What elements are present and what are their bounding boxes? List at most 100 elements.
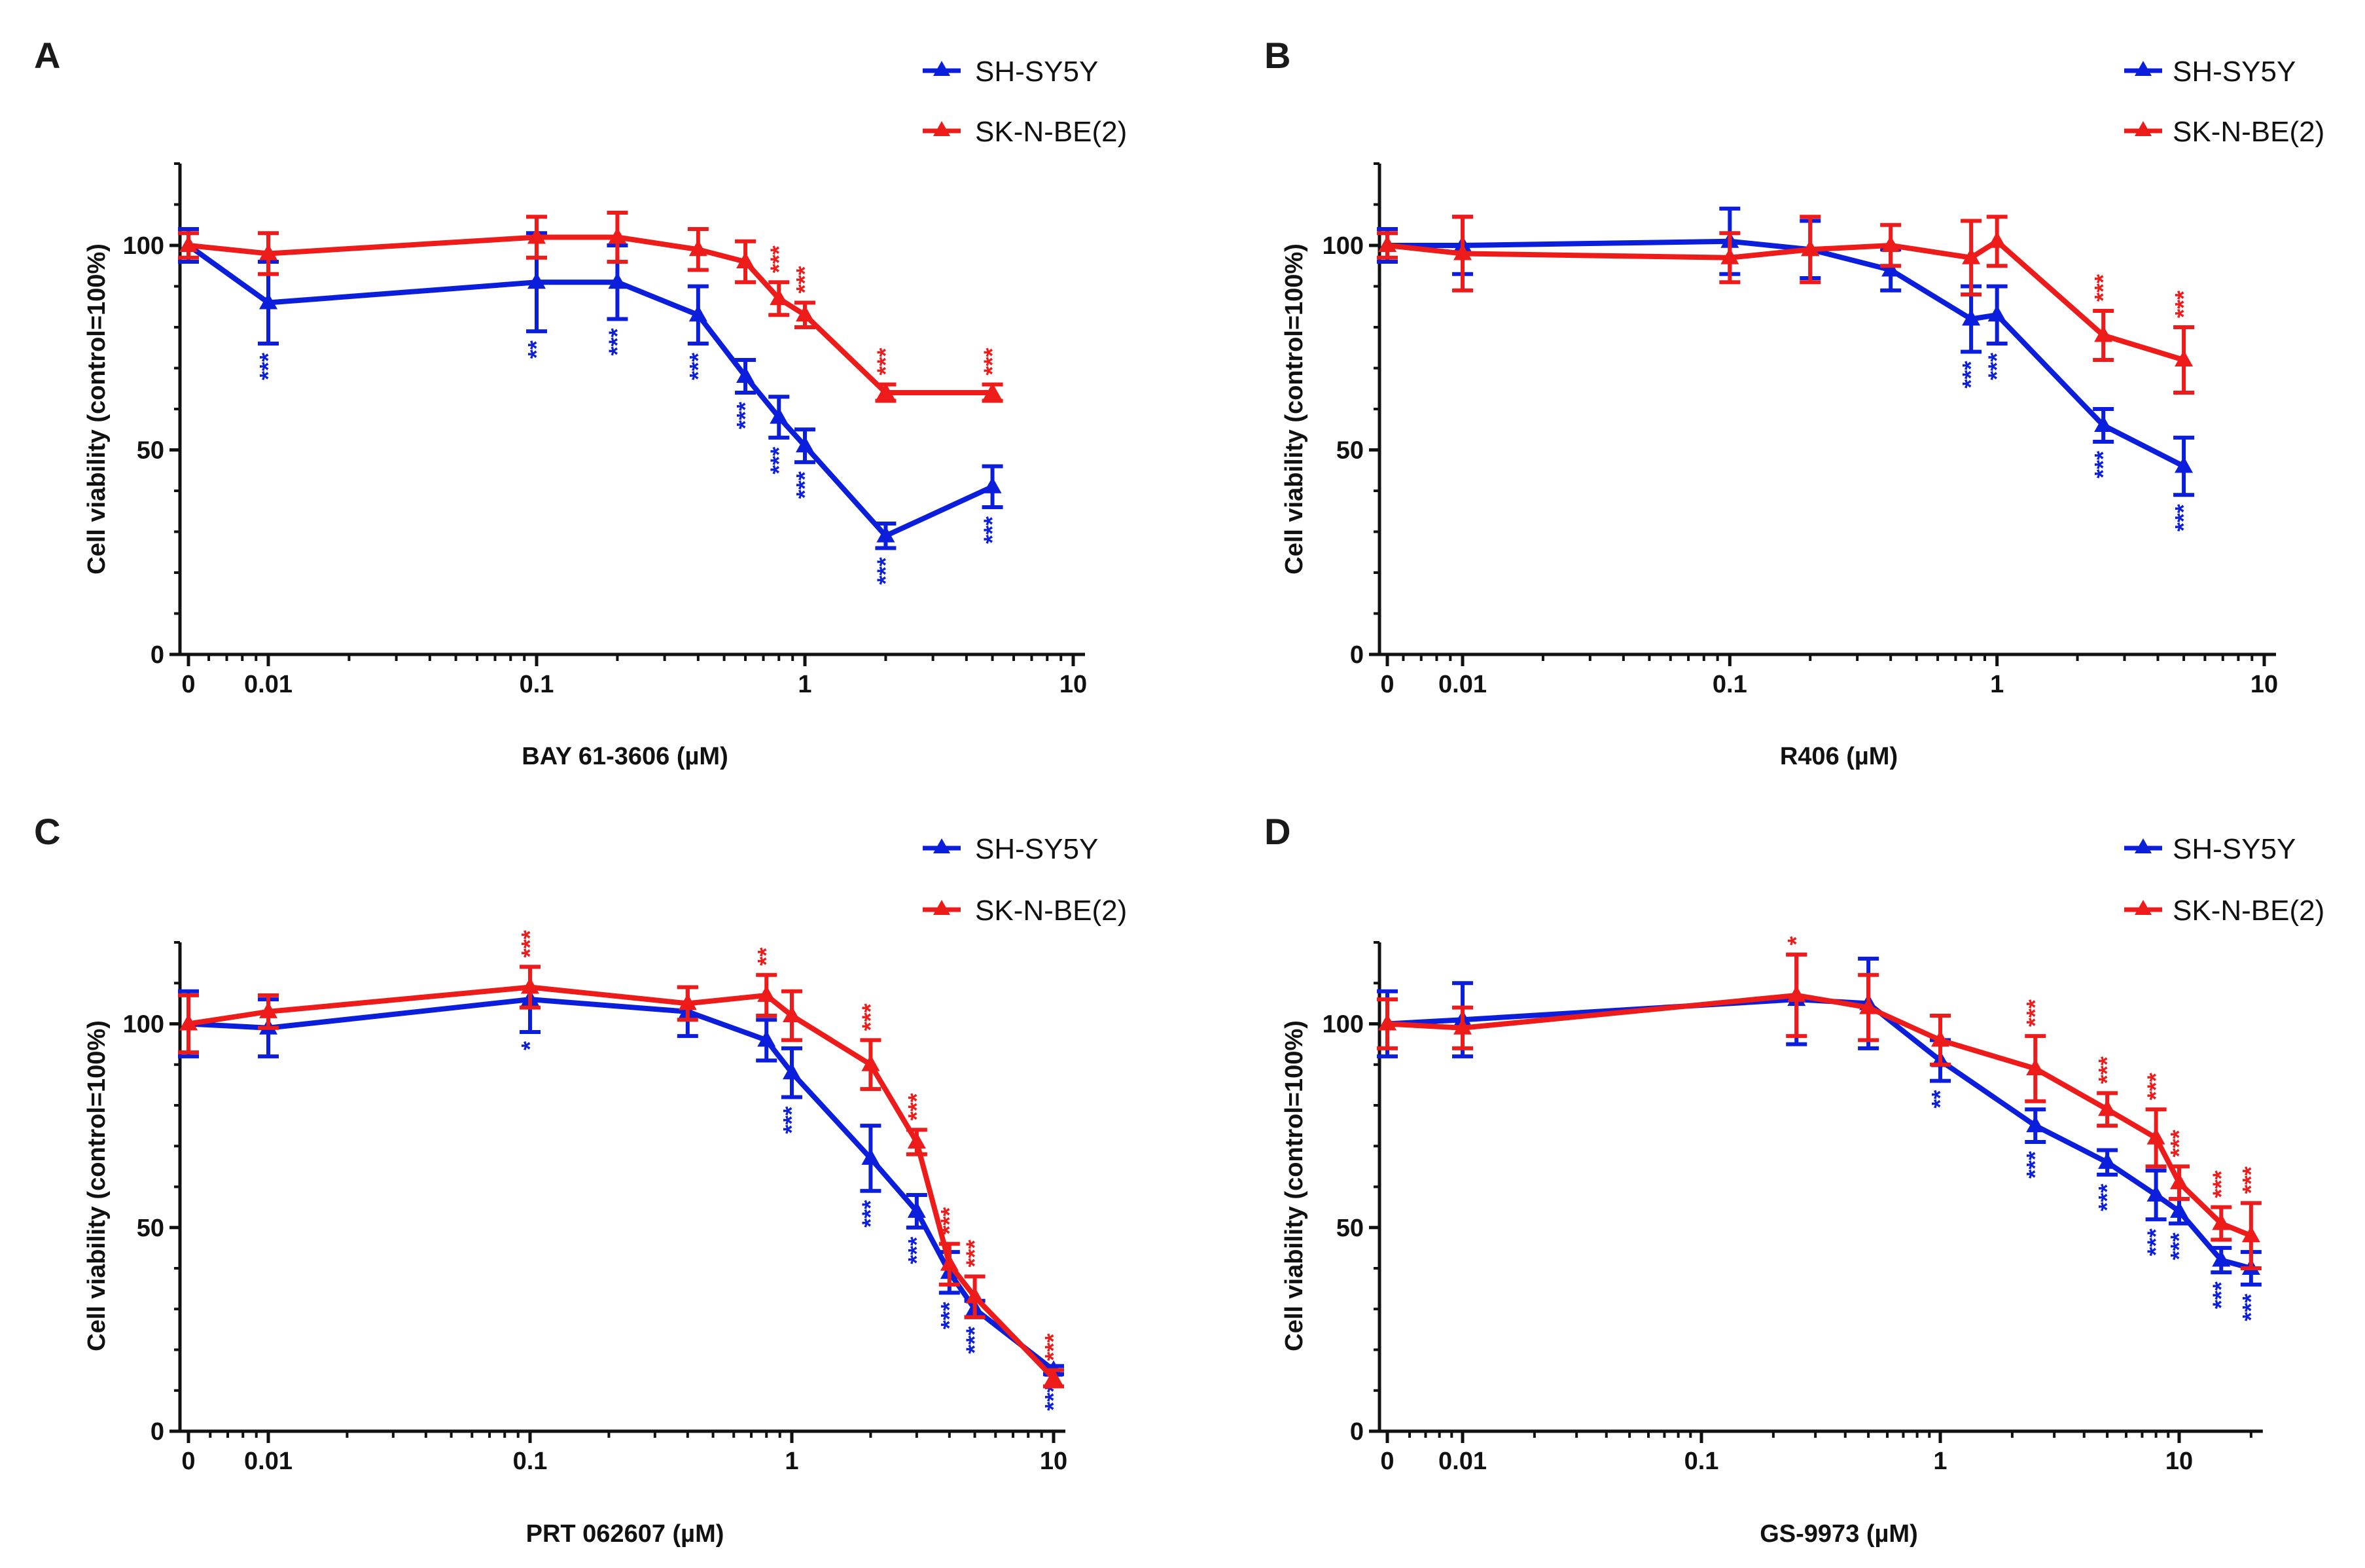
x-axis-title: R406 (µM) <box>1780 743 1898 770</box>
x-tick-label: 0.1 <box>520 671 554 698</box>
data-point <box>861 1148 880 1165</box>
legend-label-sh-sy5y: SH-SY5Y <box>2173 833 2296 865</box>
data-point <box>907 1132 926 1149</box>
significance-label: *** <box>857 1200 883 1228</box>
data-point <box>861 1054 880 1071</box>
data-point <box>527 227 546 244</box>
data-point <box>2098 1099 2117 1116</box>
legend: SH-SY5Y SK-N-BE(2) <box>2124 833 2324 927</box>
data-point <box>907 1201 926 1218</box>
significance-label: *** <box>2093 1184 2120 1211</box>
data-point <box>736 366 755 383</box>
significance-label: *** <box>2143 1073 2169 1100</box>
data-point <box>770 407 789 424</box>
significance-label: *** <box>936 1207 963 1235</box>
data-point <box>783 1006 801 1023</box>
data-point <box>688 305 707 322</box>
y-tick-label: 0 <box>1350 1418 1364 1446</box>
series-sk-n-be2: *** ***************** <box>178 930 1067 1389</box>
legend-marker-sk-n-be2 <box>933 900 950 915</box>
data-point <box>1044 1368 1063 1385</box>
y-axis-title: Cell viability (control=100%) <box>83 1020 111 1351</box>
axes: 0 50 100 0 0.01 0.1 1 10 <box>1323 162 2278 698</box>
data-point <box>757 985 776 1002</box>
data-point <box>1881 236 1900 252</box>
data-point <box>2175 350 2194 366</box>
data-point <box>2026 1116 2045 1133</box>
y-axis-title: Cell viability (control=100%) <box>1281 243 1308 575</box>
data-point <box>1931 1030 1949 1047</box>
axes: 0 50 100 0 0.01 0.1 1 10 <box>1323 941 2263 1475</box>
data-point <box>2170 1201 2188 1218</box>
significance-label: *** <box>2021 999 2048 1027</box>
significance-label: *** <box>1983 353 2010 380</box>
legend: SH-SY5Y SK-N-BE(2) <box>923 833 1127 927</box>
data-point <box>2212 1213 2231 1230</box>
data-point <box>688 240 707 257</box>
data-point <box>796 305 814 322</box>
data-point <box>259 1001 277 1018</box>
data-point <box>1453 243 1472 260</box>
significance-label: *** <box>732 402 758 429</box>
data-point <box>940 1254 959 1271</box>
data-point <box>2212 1250 2231 1267</box>
y-tick-label: 0 <box>151 641 164 669</box>
legend-marker-sh-sy5y <box>2135 838 2152 853</box>
x-tick-label: 1 <box>1933 1448 1947 1475</box>
series-line <box>188 234 993 395</box>
series-sk-n-be2: ********* *** <box>178 211 1006 403</box>
series-line <box>187 243 994 539</box>
data-point <box>1378 1014 1396 1031</box>
x-tick-label: 0.01 <box>244 671 293 698</box>
x-tick-label: 10 <box>2165 1448 2193 1475</box>
significance-label: *** <box>791 471 818 499</box>
data-point <box>179 1014 198 1031</box>
legend-marker-sh-sy5y <box>933 61 950 76</box>
data-point <box>965 1287 984 1304</box>
significance-label: *** <box>2237 1166 2264 1194</box>
significance-label: *** <box>765 245 792 273</box>
significance-label: *** <box>2093 1056 2120 1084</box>
significance-label: *** <box>2165 1130 2192 1157</box>
significance-label: *** <box>961 1239 988 1267</box>
panel-letter: C <box>34 811 60 852</box>
y-tick-label: 100 <box>1323 232 1364 260</box>
significance-label: *** <box>979 516 1006 544</box>
legend-marker-sk-n-be2 <box>2135 900 2152 915</box>
significance-label: *** <box>2237 1294 2264 1321</box>
significance-label: *** <box>255 353 281 380</box>
significance-label: *** <box>778 1107 805 1134</box>
x-tick-label: 10 <box>1040 1448 1067 1475</box>
legend: SH-SY5Y SK-N-BE(2) <box>923 56 1127 148</box>
y-axis-title: Cell viability (control=100%) <box>83 243 111 575</box>
significance-label: ** <box>1927 1090 1953 1109</box>
significance-label: *** <box>2207 1281 2234 1309</box>
significance-label: *** <box>2170 504 2197 531</box>
significance-label: *** <box>2089 451 2116 478</box>
x-tick-label: 0 <box>181 1448 195 1475</box>
data-point <box>2170 1173 2188 1190</box>
data-point <box>1987 231 2006 248</box>
legend-label-sh-sy5y: SH-SY5Y <box>975 56 1098 88</box>
y-tick-label: 50 <box>137 1215 164 1242</box>
panel-letter: D <box>1264 811 1290 852</box>
y-axis-title: Cell viability (control=100%) <box>1281 1020 1308 1351</box>
significance-label: *** <box>2021 1151 2048 1179</box>
series-sk-n-be2: **************** *** <box>1377 936 2264 1270</box>
x-tick-label: 1 <box>1990 671 2004 698</box>
data-point <box>608 272 627 289</box>
significance-label: *** <box>2089 274 2116 302</box>
x-tick-label: 0.1 <box>1684 1448 1719 1475</box>
x-tick-label: 0.01 <box>1438 671 1487 698</box>
data-point <box>1881 260 1900 277</box>
x-tick-label: 1 <box>798 671 811 698</box>
x-axis-title: PRT 062607 (µM) <box>526 1520 724 1548</box>
significance-label: *** <box>2143 1228 2169 1256</box>
legend-marker-sh-sy5y <box>2135 61 2152 76</box>
y-tick-label: 100 <box>1323 1011 1364 1039</box>
significance-label: *** <box>857 1003 883 1031</box>
data-point <box>757 1030 776 1047</box>
